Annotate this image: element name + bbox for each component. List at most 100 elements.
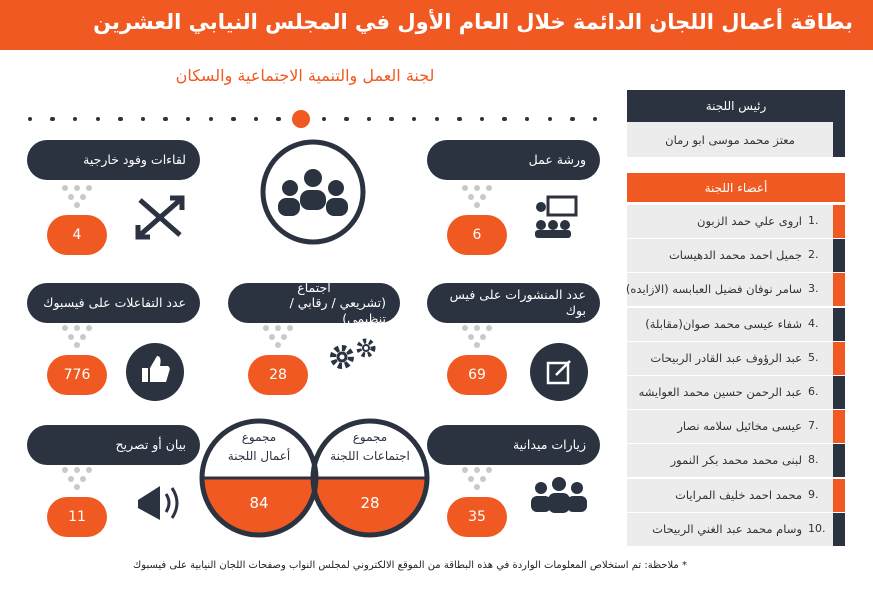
- deco-dot: [486, 185, 492, 191]
- deco-dot: [74, 467, 80, 473]
- member-row: [627, 205, 833, 238]
- stat-label: ورشة عمل: [427, 140, 600, 180]
- member-number: 10.: [808, 521, 826, 535]
- total-label: مجموع أعمال اللجنة: [204, 428, 314, 474]
- member-name: عبد الرحمن حسين محمد العوايشه: [638, 385, 802, 399]
- member-strip: [833, 273, 845, 307]
- member-strip: [833, 307, 845, 341]
- member-row: [627, 273, 833, 307]
- stat-label: اجتماع (تشريعي / رقابي / تنظيمي): [228, 280, 400, 326]
- deco-dot: [74, 185, 80, 191]
- member-number: 7.: [808, 419, 819, 433]
- deco-dot: [287, 325, 293, 331]
- member-number: 1.: [808, 214, 819, 227]
- member-name: جميل احمد محمد الدهيسات: [668, 248, 802, 263]
- total-label-line: اجتماعات اللجنة: [330, 449, 410, 464]
- separator-dot: [186, 116, 191, 122]
- separator-dot: [292, 110, 311, 128]
- stat-label-line: بيان أو تصريح: [115, 437, 186, 453]
- stat-label-line: ورشة عمل: [528, 152, 586, 168]
- stat-label: لقاءات وفود خارجية: [27, 140, 200, 180]
- separator-dot: [592, 116, 598, 122]
- separator-dot: [525, 116, 530, 122]
- member-strip: [833, 478, 845, 512]
- deco-dot: [62, 185, 68, 191]
- stat-label-line: (تشريعي / رقابي / تنظيمي): [289, 295, 386, 326]
- stat-value: 69: [447, 355, 507, 395]
- member-strip: [833, 444, 845, 478]
- member-strip: [833, 239, 845, 273]
- separator-dot: [344, 116, 349, 122]
- chair-strip: [833, 122, 845, 157]
- deco-dot: [74, 484, 80, 490]
- people-icon: [531, 477, 587, 513]
- deco-dot: [275, 342, 281, 348]
- separator-dot: [479, 116, 485, 122]
- deco-dot: [74, 202, 80, 208]
- deco-dot: [474, 467, 480, 473]
- deco-dot: [80, 476, 86, 482]
- total-label-line: مجموع: [352, 430, 388, 444]
- separator-dot: [547, 116, 552, 122]
- separator-dot: [95, 116, 100, 122]
- member-name: شفاء عيسى محمد صوان(مقابلة): [645, 316, 802, 331]
- total-fill: [202, 478, 316, 535]
- member-number: 5.: [808, 350, 819, 364]
- separator-dot: [73, 116, 78, 122]
- separator-dot: [389, 116, 394, 122]
- deco-dot: [474, 202, 480, 208]
- member-number: 3.: [808, 282, 819, 296]
- deco-dot: [474, 185, 480, 191]
- stat-label: عدد المنشورات على فيس بوك: [427, 283, 600, 323]
- arrows-icon: [135, 195, 185, 240]
- member-name: لبنى محمد محمد بكر النمور: [670, 453, 802, 468]
- deco-dot: [80, 194, 86, 200]
- member-row: [627, 410, 833, 444]
- stat-value: 28: [248, 355, 308, 395]
- stat-value: 11: [47, 497, 107, 537]
- member-row: [627, 444, 833, 478]
- member-row: [627, 376, 833, 409]
- deco-dot: [86, 185, 92, 191]
- deco-dot: [68, 476, 74, 482]
- deco-dot: [281, 334, 287, 340]
- deco-dot: [74, 342, 80, 348]
- separator-dot: [570, 116, 575, 122]
- deco-dot: [62, 467, 68, 473]
- deco-dot: [480, 194, 486, 200]
- member-name: عبد الرؤوف عبد القادر الربيحات: [650, 350, 802, 365]
- stat-label: بيان أو تصريح: [27, 425, 200, 465]
- separator-dot: [412, 116, 417, 122]
- deco-dot: [269, 334, 275, 340]
- group-ring: [260, 139, 366, 245]
- member-row: [627, 478, 833, 512]
- stat-label-line: زيارات ميدانية: [512, 437, 586, 453]
- header-title: بطاقة أعمال اللجان الدائمة خلال العام ال…: [0, 0, 873, 50]
- deco-dot: [462, 467, 468, 473]
- separator-dot: [321, 116, 326, 122]
- deco-dot: [86, 467, 92, 473]
- total-label-line: مجموع: [241, 430, 277, 444]
- stat-label-line: عدد المنشورات على فيس بوك: [449, 287, 586, 318]
- member-number: 9.: [808, 487, 819, 501]
- gears-icon: [330, 338, 376, 369]
- deco-dot: [62, 325, 68, 331]
- member-strip: [833, 512, 845, 546]
- deco-dot: [468, 334, 474, 340]
- member-row: [627, 239, 833, 273]
- chair-name: معتز محمد موسى ابو رمان: [627, 122, 833, 157]
- stat-value: 776: [47, 355, 107, 395]
- stat-value: 6: [447, 215, 507, 255]
- stat-label-line: عدد التفاعلات على فيسبوك: [43, 295, 186, 311]
- deco-dot: [462, 185, 468, 191]
- member-strip: [833, 341, 845, 375]
- deco-dot: [486, 467, 492, 473]
- member-row: [627, 341, 833, 375]
- deco-dot: [80, 334, 86, 340]
- member-row: [627, 512, 833, 546]
- total-label-line: أعمال اللجنة: [227, 449, 291, 464]
- chair-header: رئيس اللجنة: [627, 90, 845, 122]
